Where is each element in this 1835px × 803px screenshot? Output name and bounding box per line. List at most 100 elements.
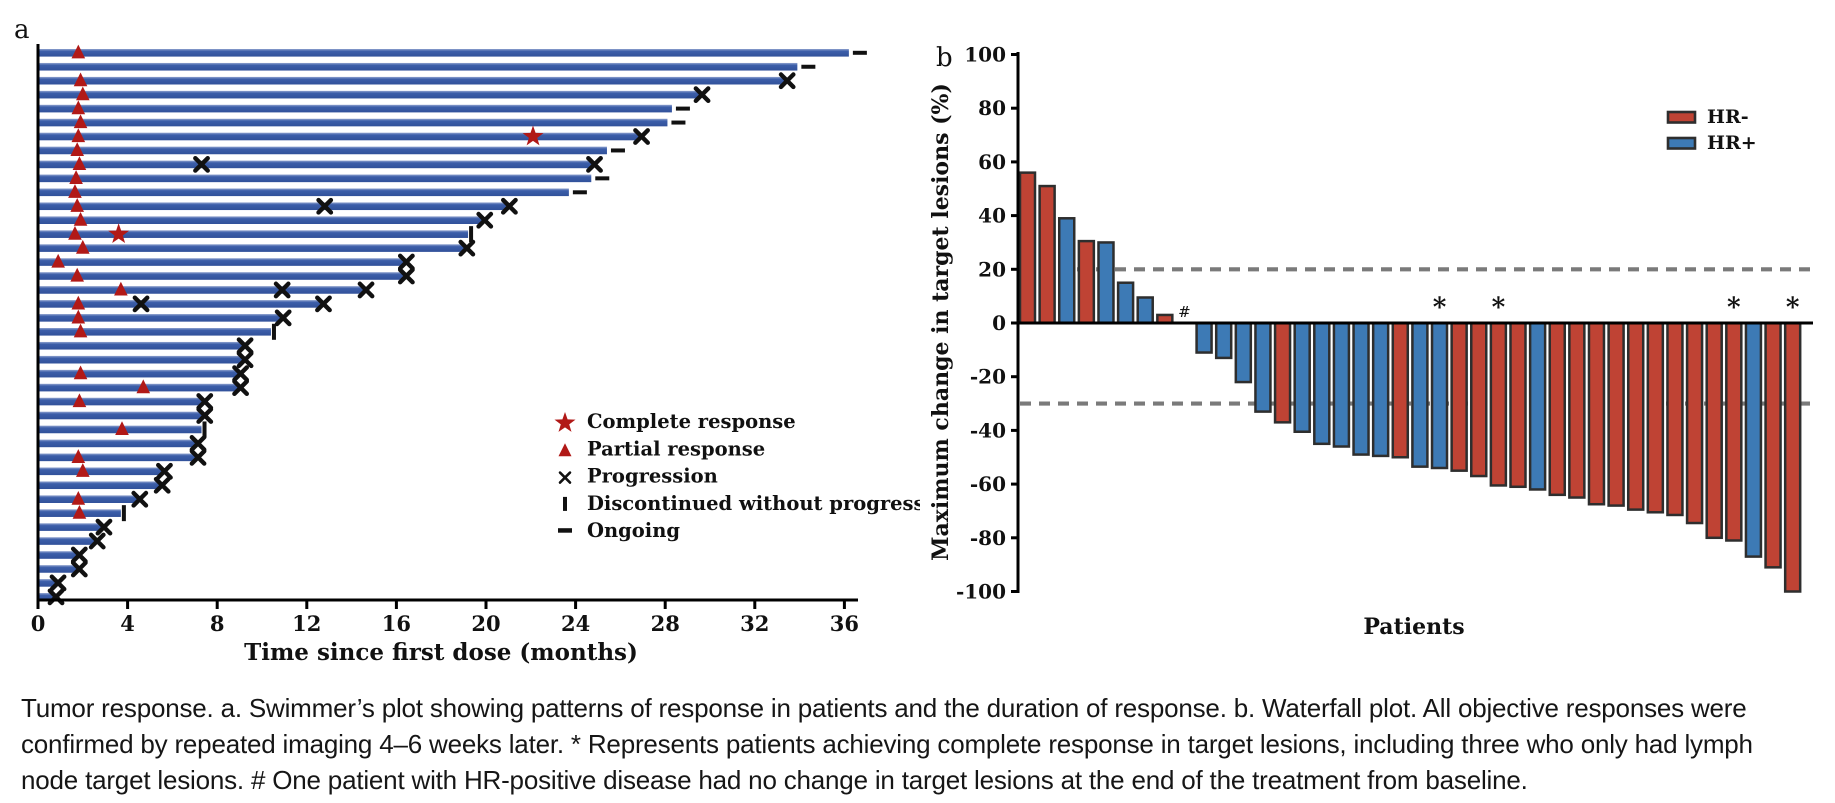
y-tick-label: -40 — [970, 418, 1006, 442]
partial-response-triangle — [114, 281, 128, 296]
swimmer-row — [38, 337, 254, 355]
partial-response-triangle — [70, 198, 84, 212]
ongoing-dash-marker — [675, 106, 690, 111]
waterfall-bar — [1509, 321, 1527, 489]
partial-response-triangle — [71, 449, 86, 463]
swimmer-row — [38, 253, 415, 271]
legend-label: Complete response — [587, 410, 796, 433]
swimmer-row — [38, 504, 126, 522]
legend-label: Ongoing — [587, 519, 680, 542]
y-axis: 100 80 60 40 20 0 -20 -40 -60 -80 -100 — [956, 43, 1020, 604]
partial-response-triangle — [76, 239, 90, 254]
swimmer-bar — [38, 188, 569, 197]
swimmer-row — [38, 435, 207, 452]
panel-b-label: b — [936, 43, 953, 73]
swimmer-bar — [38, 90, 702, 99]
swimmer-row — [38, 532, 106, 550]
progression-x-marker — [70, 560, 88, 578]
x-tick-label: 24 — [561, 611, 590, 636]
swimmer-row — [38, 142, 625, 157]
ongoing-dash-marker — [801, 64, 816, 69]
legend-star-icon — [554, 412, 576, 432]
waterfall-bar — [1489, 321, 1508, 487]
progression-x-marker — [193, 156, 210, 173]
swimmer-bar — [38, 495, 139, 503]
swimmer-bar — [38, 76, 787, 85]
y-tick-label: 80 — [978, 96, 1006, 120]
swimmer-row — [38, 44, 867, 59]
patients-axis-title: Patients — [1363, 614, 1464, 640]
swimmer-bar — [38, 174, 592, 183]
swimmer-bar — [38, 118, 668, 127]
swimmer-bar — [38, 258, 406, 266]
swimmer-row — [38, 86, 711, 104]
swimmer-bar — [38, 132, 641, 141]
waterfall-bar — [1018, 171, 1037, 325]
partial-response-triangle — [71, 309, 86, 324]
discontinued-bar-marker — [469, 226, 474, 243]
progression-x-marker — [196, 393, 214, 410]
waterfall-bar — [1568, 321, 1586, 499]
swimmer-row — [38, 560, 88, 578]
waterfall-plot: b # * * * * 100 80 60 40 20 0 -20 -40 -60 -80 -100Maximu… — [928, 43, 1813, 640]
swimmer-legend: Complete response Partial response Progres… — [554, 410, 920, 542]
progression-x-marker — [196, 407, 214, 424]
swimmer-row — [38, 309, 292, 327]
swimmer-row — [38, 267, 415, 285]
x-tick-label: 16 — [382, 611, 411, 636]
waterfall-bar — [1626, 321, 1645, 511]
complete-response-asterisk: * — [1433, 293, 1447, 323]
swimmer-bar — [38, 244, 466, 252]
swimmer-row — [38, 156, 603, 173]
swimmer-bar — [38, 523, 103, 531]
x-axis-title: Time since first dose (months) — [244, 639, 638, 666]
partial-response-triangle — [51, 253, 65, 268]
waterfall-bar — [1607, 321, 1625, 507]
swimmer-row — [38, 239, 476, 257]
partial-response-triangle — [69, 170, 83, 184]
swimmer-row — [38, 407, 214, 424]
progression-x-marker — [458, 239, 476, 257]
waterfall-bar — [1666, 321, 1684, 517]
swimmer-row — [38, 351, 254, 369]
waterfall-bar — [1705, 321, 1723, 540]
swimmer-bar — [38, 300, 323, 308]
swimmer-row — [38, 197, 518, 215]
complete-response-asterisk: * — [1727, 293, 1741, 323]
waterfall-bar — [1685, 321, 1704, 525]
ongoing-dash-marker — [595, 176, 610, 181]
waterfall-bar — [1234, 321, 1253, 384]
progression-x-marker — [132, 295, 150, 313]
partial-response-triangle — [70, 267, 84, 282]
swimmer-bar — [38, 286, 366, 294]
x-tick-label: 4 — [120, 611, 135, 636]
progression-x-marker — [236, 351, 254, 369]
swimmer-row — [38, 62, 816, 71]
y-tick-label: -60 — [970, 472, 1006, 496]
partial-response-triangle — [76, 86, 90, 101]
waterfall-bar — [1057, 217, 1076, 325]
y-tick-label: 60 — [978, 150, 1006, 174]
legend-label: HR- — [1707, 106, 1749, 128]
swimmer-row — [38, 379, 249, 396]
swimmer-bar — [38, 104, 672, 113]
waterfall-bars: # * * * * — [1018, 171, 1802, 593]
y-tick-label: 100 — [964, 43, 1006, 67]
legend-triangle-icon — [558, 443, 572, 457]
legend-label: Discontinued without progression — [587, 492, 920, 515]
progression-x-marker — [586, 156, 603, 173]
partial-response-triangle — [72, 156, 87, 170]
partial-response-triangle — [71, 491, 86, 505]
swimmer-row — [38, 223, 474, 243]
partial-response-triangle — [136, 379, 151, 394]
swimmer-bar — [38, 202, 509, 211]
progression-x-marker — [153, 476, 171, 494]
progression-x-marker — [476, 211, 494, 229]
partial-response-triangle — [71, 100, 86, 115]
swimmer-bar — [38, 453, 198, 462]
swimmer-row — [38, 518, 113, 536]
progression-x-marker — [232, 365, 249, 383]
waterfall-bar — [1116, 281, 1135, 325]
progression-x-marker — [189, 448, 207, 466]
